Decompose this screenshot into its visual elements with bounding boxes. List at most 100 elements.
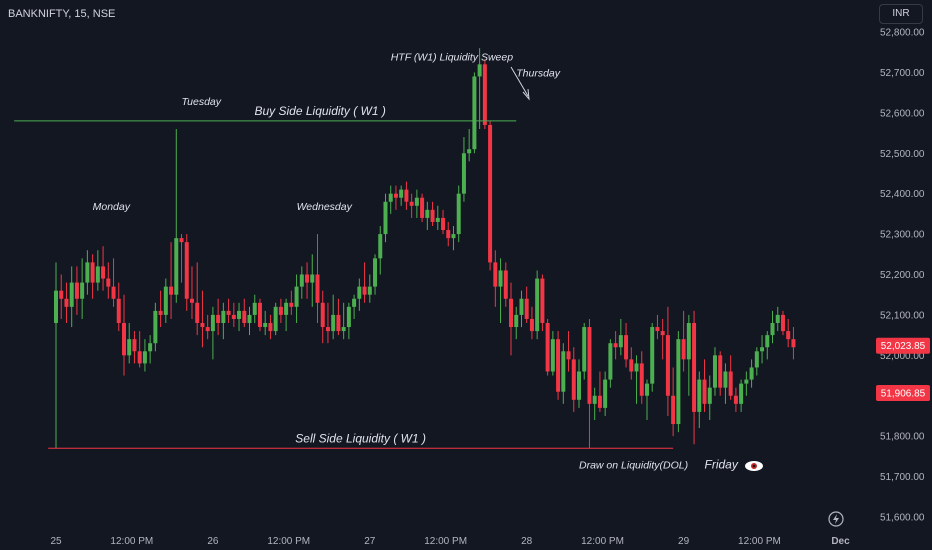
candle-body (676, 339, 681, 425)
price-tick-label: 52,700.00 (880, 68, 925, 79)
candle-body (477, 64, 482, 77)
candle (425, 201, 430, 231)
candle (712, 347, 717, 396)
candle-body (179, 238, 184, 243)
price-axis[interactable]: 52,800.00 52,700.00 52,600.00 52,500.00 52,4… (880, 28, 925, 524)
candle (284, 298, 289, 332)
candle-body (325, 327, 330, 332)
candle-body (148, 343, 153, 352)
candle (373, 254, 378, 295)
candle-body (341, 327, 346, 332)
candle-body (749, 367, 754, 380)
candle (393, 185, 398, 210)
candle (101, 246, 106, 291)
candle (477, 48, 482, 129)
candle (456, 185, 461, 243)
candle (660, 318, 665, 360)
candle (289, 290, 294, 315)
liquidity-levels: Buy Side Liquidity ( W1 ) Sell Side Liqui… (14, 104, 674, 449)
candle (325, 302, 330, 344)
candle-body (205, 327, 210, 332)
candle-body (231, 314, 236, 319)
candle-body (509, 298, 514, 328)
time-tick-label: 12:00 PM (738, 536, 781, 547)
candle-body (791, 339, 796, 348)
candle-body (153, 310, 158, 344)
candle (210, 306, 215, 360)
candle (509, 282, 514, 356)
candle (74, 266, 79, 315)
candle-body (435, 217, 440, 222)
candle-body (226, 310, 231, 315)
candle (597, 371, 602, 412)
annotation-label: Wednesday (297, 201, 353, 213)
candle (697, 371, 702, 429)
candle (331, 294, 336, 340)
candle (618, 318, 623, 356)
candle (655, 314, 660, 340)
candle (184, 234, 189, 311)
candle (461, 137, 466, 202)
candles-layer (54, 48, 796, 449)
candle (587, 318, 592, 449)
candle-body (482, 64, 487, 125)
candle-body (305, 274, 310, 283)
candle (85, 250, 90, 295)
candle-body (456, 193, 461, 235)
annotation-label: HTF (W1) Liquidity Sweep (391, 51, 514, 63)
candle-body (257, 302, 262, 328)
candle (733, 387, 738, 412)
candle-body (174, 238, 179, 295)
currency-button[interactable]: INR (879, 4, 923, 24)
candle-body (493, 262, 498, 287)
candle-body (524, 298, 529, 319)
candle-body (420, 197, 425, 218)
price-tick-label: 51,700.00 (880, 472, 925, 483)
candle-body (116, 298, 121, 323)
candle (409, 193, 414, 218)
candle (728, 355, 733, 400)
time-tick-label: 12:00 PM (110, 536, 153, 547)
candle (566, 331, 571, 372)
candle (242, 298, 247, 328)
candle-body (529, 318, 534, 332)
candle (707, 375, 712, 420)
candle-body (346, 306, 351, 328)
candle-body (566, 351, 571, 360)
candle-body (592, 395, 597, 404)
lightning-icon[interactable] (828, 511, 844, 527)
candle-body (74, 282, 79, 299)
candle (723, 363, 728, 404)
candle-body (142, 351, 147, 364)
candle-body (216, 314, 221, 323)
candle-body (686, 323, 691, 360)
candle-body (446, 230, 451, 239)
candle-body (242, 310, 247, 323)
candle-body (393, 193, 398, 198)
price-badge-bg (876, 337, 930, 354)
candle (189, 266, 194, 319)
price-badges: 52,023.85 51,906.85 (876, 337, 930, 401)
candle (263, 310, 268, 336)
candle-body (268, 323, 273, 332)
candle (467, 129, 472, 162)
time-axis[interactable]: 25 12:00 PM 26 12:00 PM 27 12:00 PM 28 12:00 PM… (50, 536, 850, 547)
time-tick-label: 12:00 PM (581, 536, 624, 547)
candle (174, 129, 179, 303)
candle (268, 314, 273, 340)
candle-body (441, 217, 446, 231)
candle (64, 282, 69, 323)
candle (362, 262, 367, 303)
candle (692, 310, 697, 445)
candle (257, 298, 262, 332)
candle-body (200, 323, 205, 328)
time-tick-label: 28 (521, 536, 533, 547)
candle-body (247, 314, 252, 323)
candle-body (284, 302, 289, 315)
arrow-icon (510, 66, 530, 101)
candle-body (608, 343, 613, 380)
candle-body (472, 76, 477, 150)
candle-body (561, 351, 566, 392)
price-badge-label: 51,906.85 (881, 388, 926, 399)
